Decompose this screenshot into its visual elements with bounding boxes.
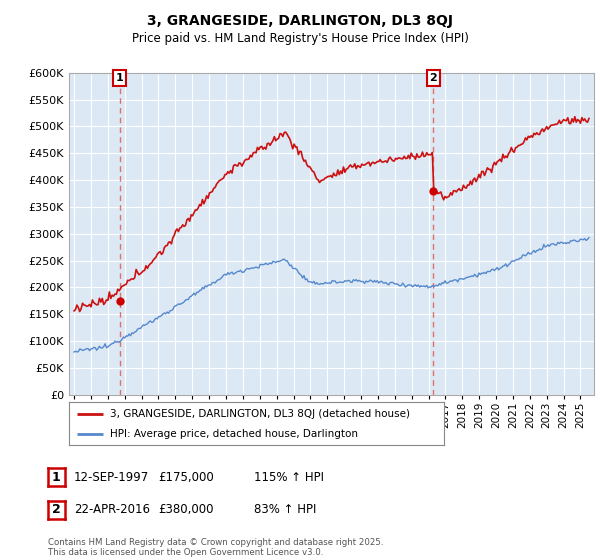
Text: HPI: Average price, detached house, Darlington: HPI: Average price, detached house, Darl… [110, 430, 358, 439]
Text: 115% ↑ HPI: 115% ↑ HPI [254, 470, 324, 484]
Text: 12-SEP-1997: 12-SEP-1997 [74, 470, 149, 484]
Text: 3, GRANGESIDE, DARLINGTON, DL3 8QJ: 3, GRANGESIDE, DARLINGTON, DL3 8QJ [147, 14, 453, 28]
Text: 83% ↑ HPI: 83% ↑ HPI [254, 503, 316, 516]
Text: £380,000: £380,000 [158, 503, 214, 516]
Text: 2: 2 [430, 73, 437, 83]
Text: 2: 2 [52, 503, 61, 516]
Text: 1: 1 [52, 470, 61, 484]
Text: 22-APR-2016: 22-APR-2016 [74, 503, 150, 516]
Text: £175,000: £175,000 [158, 470, 214, 484]
Text: Contains HM Land Registry data © Crown copyright and database right 2025.
This d: Contains HM Land Registry data © Crown c… [48, 538, 383, 557]
Text: 3, GRANGESIDE, DARLINGTON, DL3 8QJ (detached house): 3, GRANGESIDE, DARLINGTON, DL3 8QJ (deta… [110, 409, 410, 419]
Text: 1: 1 [116, 73, 124, 83]
Text: Price paid vs. HM Land Registry's House Price Index (HPI): Price paid vs. HM Land Registry's House … [131, 32, 469, 45]
